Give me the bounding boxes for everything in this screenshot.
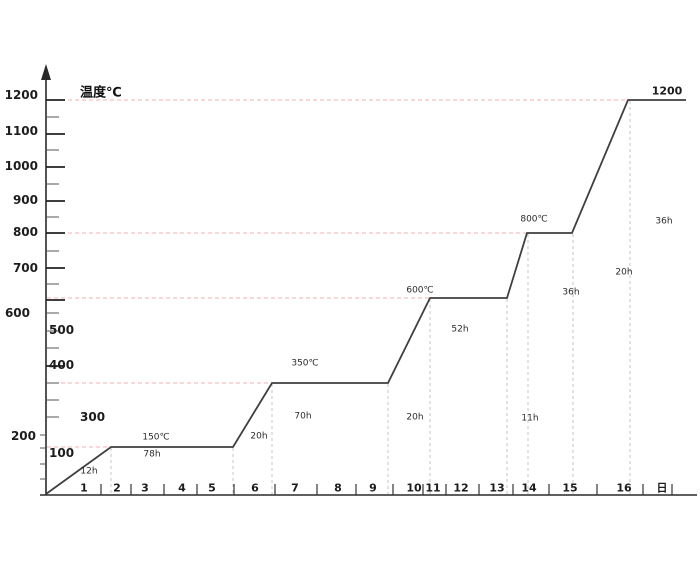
- curve-annotation: 800℃: [520, 214, 548, 225]
- x-axis-label: 2: [113, 481, 121, 495]
- x-axis-label: 5: [208, 481, 216, 495]
- x-axis-label: 9: [369, 481, 377, 495]
- x-axis-label: 7: [291, 481, 299, 495]
- curve-annotation: 20h: [250, 431, 268, 442]
- y-axis-label: 500: [49, 323, 75, 337]
- y-axis-label: 600: [4, 306, 30, 320]
- y-axis-label: 200: [10, 429, 36, 443]
- y-axis-label: 400: [49, 358, 75, 372]
- curve-annotation: 1200: [651, 84, 683, 98]
- curve-annotation: 70h: [294, 411, 312, 422]
- x-axis-label: 8: [334, 481, 342, 495]
- x-axis-label: 4: [178, 481, 186, 495]
- x-axis-label: 日: [656, 481, 668, 495]
- x-axis-label: 6: [251, 481, 259, 495]
- curve-annotation: 52h: [451, 324, 469, 335]
- y-axis-label: 1100: [4, 124, 38, 138]
- x-axis-label: 12: [453, 481, 469, 495]
- y-axis-label: 700: [12, 261, 38, 275]
- curve-annotation: 36h: [655, 216, 673, 227]
- x-axis-label: 3: [141, 481, 149, 495]
- y-axis-label: 100: [49, 446, 75, 460]
- curve-annotation: 350℃: [291, 358, 319, 369]
- y-axis-label: 1200: [4, 88, 38, 102]
- x-axis-label: 14: [521, 481, 537, 495]
- x-axis-label: 11: [425, 481, 441, 495]
- x-axis-label: 13: [489, 481, 505, 495]
- y-axis-label: 900: [12, 193, 38, 207]
- y-axis-title: 温度℃: [80, 85, 122, 101]
- temperature-curve: [45, 99, 686, 495]
- y-axis-label: 1000: [4, 159, 38, 173]
- x-axis-label: 15: [562, 481, 578, 495]
- curve-annotation: 20h: [406, 412, 424, 423]
- y-axis-arrow-icon: [41, 64, 51, 80]
- curve-annotation: 36h: [562, 287, 580, 298]
- curve-annotation: 600℃: [406, 285, 434, 296]
- curve-annotation: 78h: [143, 449, 161, 460]
- curve-annotation: 150℃: [142, 432, 170, 443]
- x-axis-label: 1: [80, 481, 88, 495]
- curve-annotation: 12h: [80, 466, 98, 477]
- curve-annotation: 20h: [615, 267, 633, 278]
- y-axis-label: 300: [80, 410, 106, 424]
- x-axis-label: 16: [616, 481, 632, 495]
- curve-annotation: 11h: [521, 413, 539, 424]
- y-axis-label: 800: [12, 225, 38, 239]
- x-axis-label: 10: [406, 481, 422, 495]
